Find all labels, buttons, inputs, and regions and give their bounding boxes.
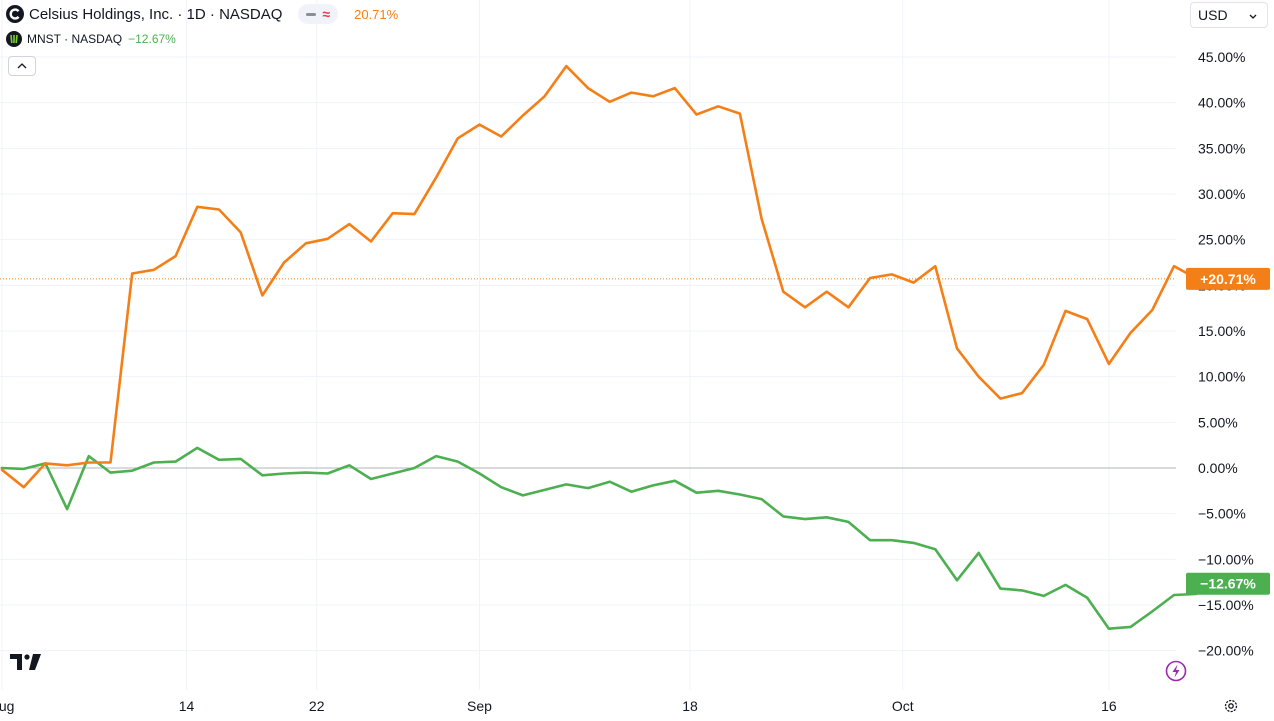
mnst-last-value-badge <box>1186 572 1270 595</box>
monster-logo-icon <box>6 31 22 47</box>
x-axis: Aug 14 22 Sep 18 Oct 16 <box>0 698 1117 714</box>
y-tick-label: 10.00% <box>1198 369 1245 385</box>
gear-icon[interactable] <box>1223 698 1239 714</box>
currency-select[interactable]: USD <box>1190 2 1268 28</box>
x-tick-label: Aug <box>0 698 14 714</box>
y-tick-label: −10.00% <box>1198 551 1254 567</box>
series-style-pill[interactable]: ≈ <box>298 4 339 24</box>
compare-symbol-name[interactable]: MNST · NASDAQ <box>27 32 123 46</box>
celsius-logo-icon <box>6 5 24 23</box>
series-lines <box>0 64 1219 631</box>
x-tick-label: 18 <box>682 698 698 714</box>
tradingview-logo-icon[interactable] <box>10 652 44 672</box>
celh-series-line[interactable] <box>0 64 1219 489</box>
celh-last-value-badge <box>1186 267 1270 290</box>
approx-icon[interactable]: ≈ <box>322 6 331 22</box>
y-tick-label: 0.00% <box>1198 460 1238 476</box>
currency-label: USD <box>1198 7 1228 23</box>
minus-icon[interactable] <box>306 12 317 16</box>
main-symbol-legend[interactable]: Celsius Holdings, Inc. · 1D · NASDAQ ≈ 2… <box>6 4 398 24</box>
x-tick-label: Sep <box>467 698 492 714</box>
y-tick-label: 40.00% <box>1198 95 1245 111</box>
compare-symbol-change: −12.67% <box>128 32 176 46</box>
y-tick-label: 5.00% <box>1198 414 1238 430</box>
compare-symbol-legend[interactable]: MNST · NASDAQ −12.67% <box>6 31 176 47</box>
chevron-up-icon <box>17 63 27 69</box>
y-tick-label: 25.00% <box>1198 232 1245 248</box>
collapse-legend-button[interactable] <box>8 56 36 76</box>
x-tick-label: 16 <box>1101 698 1117 714</box>
y-tick-label: −5.00% <box>1198 506 1246 522</box>
y-tick-label: 30.00% <box>1198 186 1245 202</box>
y-tick-label: 15.00% <box>1198 323 1245 339</box>
y-tick-label: −20.00% <box>1198 643 1254 659</box>
y-tick-label: −15.00% <box>1198 597 1254 613</box>
y-tick-label: 45.00% <box>1198 49 1245 65</box>
main-symbol-name[interactable]: Celsius Holdings, Inc. · 1D · NASDAQ <box>29 5 283 23</box>
y-axis: 45.00%40.00%35.00%30.00%25.00%20.00%15.0… <box>1198 49 1254 659</box>
mnst-last-value-badge-text: −12.67% <box>1200 576 1256 592</box>
grid-lines <box>0 0 1176 690</box>
x-tick-label: Oct <box>892 698 914 714</box>
lightning-icon[interactable] <box>1165 660 1187 682</box>
x-tick-label: 22 <box>309 698 325 714</box>
last-value-badges: +20.71% −12.67% <box>1186 267 1270 595</box>
y-tick-label: 35.00% <box>1198 140 1245 156</box>
celh-last-value-badge-text: +20.71% <box>1200 271 1256 287</box>
x-tick-label: 14 <box>179 698 195 714</box>
main-symbol-value: 20.71% <box>354 6 399 22</box>
mnst-series-line[interactable] <box>0 446 1219 631</box>
chevron-down-icon <box>1249 14 1257 19</box>
